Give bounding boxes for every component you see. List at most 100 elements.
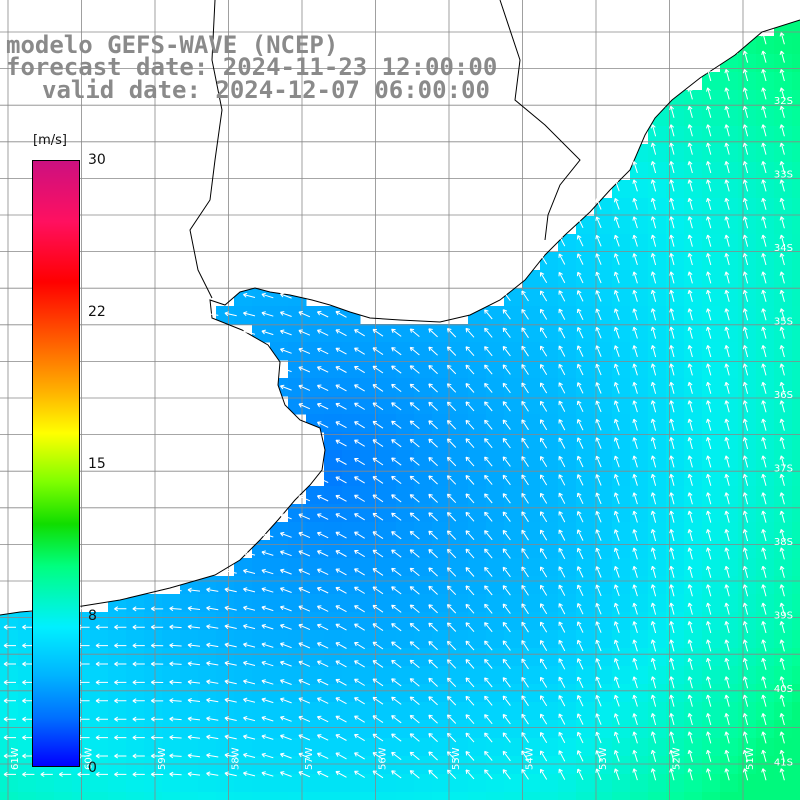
speed-cell [684,486,703,505]
wind-arrow [391,383,402,392]
wind-arrow [576,639,584,652]
lon-label-52w: 52W [672,747,683,770]
wind-arrow [316,697,329,704]
wind-arrow [632,326,638,339]
wind-arrow [521,327,529,339]
wind-arrow [632,492,638,505]
speed-cell [504,414,523,433]
speed-cell [396,522,415,541]
speed-cell [396,648,415,667]
speed-cell [666,630,685,649]
speed-cell [486,468,505,487]
wind-arrow [446,659,457,669]
speed-cell [414,504,433,523]
speed-cell [432,702,451,721]
speed-cell [576,468,595,487]
wind-arrow [576,602,584,615]
speed-cell [522,576,541,595]
speed-cell [504,558,523,577]
speed-cell [36,792,55,800]
wind-arrow [761,253,767,266]
speed-cell [378,486,397,505]
speed-cell [648,306,667,325]
speed-cell [792,342,800,361]
wind-arrow [687,455,693,468]
wind-arrow [761,455,767,468]
speed-cell [774,612,793,631]
speed-cell [144,612,163,631]
wind-arrow [669,639,675,652]
wind-arrow [687,234,693,247]
lon-label-53w: 53W [598,747,609,770]
wind-arrow [761,161,767,174]
wind-arrow [687,124,693,137]
wind-arrow [150,698,164,704]
wind-arrow [335,550,347,557]
wind-arrow [335,770,347,778]
wind-arrow [354,678,365,686]
wind-arrow [3,771,16,777]
wind-arrow [724,105,730,118]
wind-arrow [558,474,566,486]
wind-arrow [261,587,274,593]
wind-arrow [687,142,693,155]
wind-arrow [280,311,292,317]
speed-cell [630,702,649,721]
speed-cell [684,270,703,289]
speed-cell [324,504,343,523]
speed-cell [288,702,307,721]
wind-arrow [150,624,164,630]
wind-arrow [632,197,638,210]
speed-cell [144,720,163,739]
wind-arrow [669,161,675,174]
wind-arrow [354,586,365,594]
wind-arrow [521,768,529,780]
speed-cell [540,792,559,800]
wind-arrow [316,384,329,392]
speed-cell [18,684,37,703]
speed-cell [378,774,397,793]
wind-arrow [595,658,602,670]
wind-arrow [687,510,693,523]
speed-cell [468,738,487,757]
wind-arrow [243,716,256,722]
speed-cell [720,720,739,739]
speed-cell [666,252,685,271]
speed-cell [270,324,289,343]
speed-cell [162,702,181,721]
speed-cell [684,162,703,181]
speed-cell [342,576,361,595]
wind-arrow [706,565,712,578]
wind-arrow [335,494,347,502]
wind-arrow [280,513,292,520]
speed-cell [504,378,523,397]
speed-cell [576,630,595,649]
speed-cell [684,252,703,271]
speed-cell [486,378,505,397]
wind-arrow [761,565,767,578]
speed-cell [522,378,541,397]
speed-cell [684,468,703,487]
speed-cell [306,504,325,523]
speed-cell [432,450,451,469]
speed-cell [756,702,775,721]
wind-arrow [446,512,457,522]
speed-cell [414,360,433,379]
wind-arrow [243,550,256,556]
wind-arrow [687,289,693,302]
speed-cell [594,774,613,793]
speed-cell [576,342,595,361]
speed-cell [450,522,469,541]
wind-arrow [742,400,749,413]
speed-cell [468,396,487,415]
wind-arrow [632,713,638,726]
speed-cell [324,612,343,631]
wind-arrow [650,768,657,781]
wind-arrow [558,566,566,578]
speed-cell [684,522,703,541]
speed-cell [756,774,775,793]
wind-arrow [779,271,785,284]
speed-cell [684,720,703,739]
speed-cell [216,594,235,613]
